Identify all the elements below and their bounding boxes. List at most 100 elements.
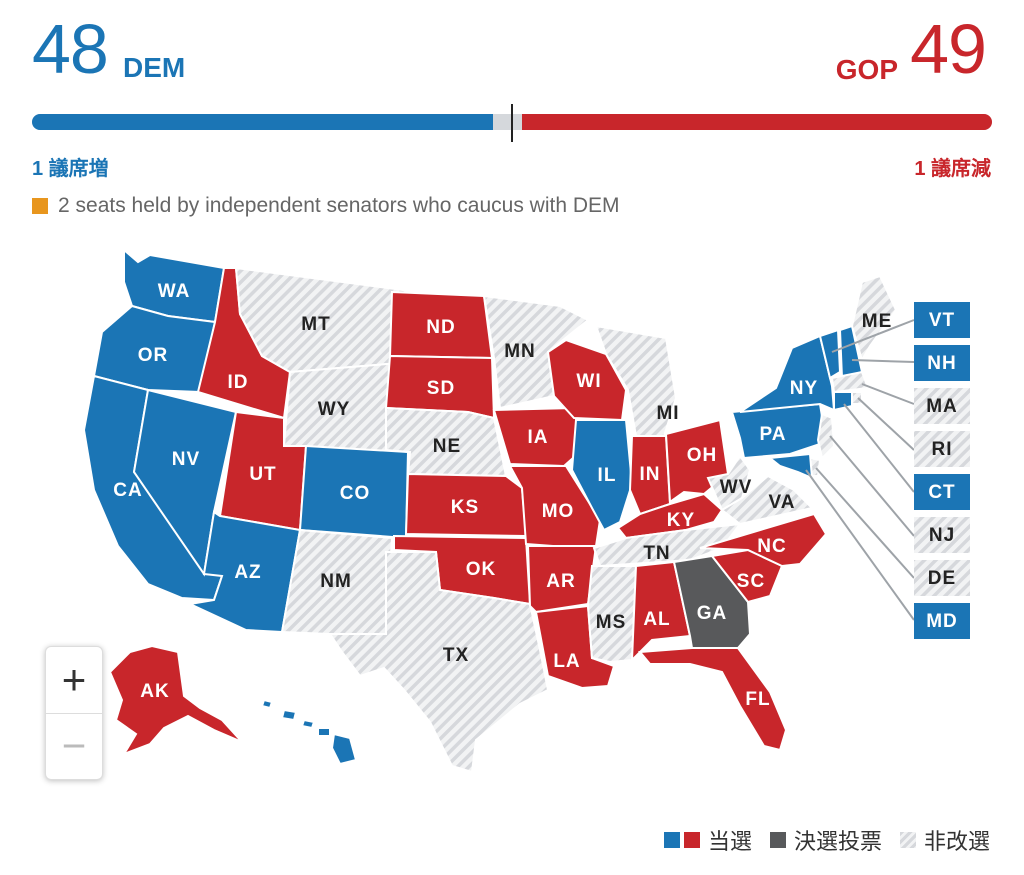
state-label-ne: NE xyxy=(433,436,461,457)
tag-label-md: MD xyxy=(926,611,958,632)
state-vt[interactable] xyxy=(818,328,842,380)
state-label-mn: MN xyxy=(504,341,536,362)
state-or[interactable] xyxy=(92,304,217,394)
dem-seat-change: 1 議席増 xyxy=(32,158,109,180)
state-hi[interactable] xyxy=(260,698,358,766)
state-label-nm: NM xyxy=(320,571,352,592)
legend-won-label: 当選 xyxy=(707,829,752,854)
tag-box-ct[interactable] xyxy=(914,474,970,510)
independent-note: 2 seats held by independent senators who… xyxy=(32,194,620,218)
callout-line-ma xyxy=(861,383,915,405)
zoom-out-button[interactable]: − xyxy=(61,722,87,769)
state-label-va: VA xyxy=(769,492,796,513)
state-label-wi: WI xyxy=(576,371,601,392)
state-sc[interactable] xyxy=(710,548,784,604)
callout-line-ri xyxy=(857,397,915,451)
state-label-sd: SD xyxy=(427,378,455,399)
tag-box-vt[interactable] xyxy=(914,302,970,338)
state-label-al: AL xyxy=(643,609,670,630)
map-legend: 当選 決選投票 非改選 xyxy=(646,824,990,856)
state-label-ca: CA xyxy=(113,480,142,501)
state-label-co: CO xyxy=(340,483,371,504)
callout-line-md xyxy=(805,469,915,621)
state-label-tn: TN xyxy=(643,543,670,564)
state-md[interactable] xyxy=(767,452,814,480)
state-label-nv: NV xyxy=(172,449,200,470)
tag-label-ct: CT xyxy=(928,482,955,503)
state-ri[interactable] xyxy=(851,391,863,405)
us-senate-map: VT NH MA RI CT NJ DE MD WA OR CA NV ID M… xyxy=(82,247,970,774)
state-label-ga: GA xyxy=(697,603,728,624)
state-label-mt: MT xyxy=(301,314,330,335)
gop-seat-bar xyxy=(521,114,992,130)
state-ct[interactable] xyxy=(833,391,853,412)
legend-not-up-swatch xyxy=(899,832,916,848)
tag-label-nj: NJ xyxy=(929,525,955,546)
state-il[interactable] xyxy=(570,419,634,532)
tag-box-de[interactable] xyxy=(914,560,970,596)
state-ak[interactable] xyxy=(108,644,243,756)
tag-box-nj[interactable] xyxy=(914,517,970,553)
state-wi[interactable] xyxy=(546,338,628,422)
dem-party-label: DEM xyxy=(123,52,186,83)
state-al[interactable] xyxy=(630,560,692,663)
majority-midline xyxy=(511,104,513,142)
legend-dem-swatch xyxy=(663,832,680,848)
state-label-ar: AR xyxy=(546,571,575,592)
state-tx[interactable] xyxy=(328,551,550,774)
dem-seat-bar xyxy=(32,114,493,130)
state-label-in: IN xyxy=(640,464,661,485)
state-label-id: ID xyxy=(228,372,249,393)
state-label-pa: PA xyxy=(760,424,787,445)
gop-seat-change: 1 議席減 xyxy=(914,158,991,180)
legend-not-up: 非改選 xyxy=(899,824,990,856)
state-label-ia: IA xyxy=(528,427,549,448)
state-label-ms: MS xyxy=(596,612,627,633)
callout-line-vt xyxy=(831,319,915,353)
legend-runoff-swatch xyxy=(769,832,786,848)
state-fl[interactable] xyxy=(637,647,788,752)
tag-label-ri: RI xyxy=(932,439,953,460)
state-nj[interactable] xyxy=(816,412,836,460)
state-nc[interactable] xyxy=(699,512,828,568)
tag-label-ma: MA xyxy=(926,396,958,417)
tag-label-vt: VT xyxy=(929,310,955,331)
state-label-hi: HI xyxy=(286,743,307,764)
state-label-ok: OK xyxy=(466,559,497,580)
tag-box-md[interactable] xyxy=(914,603,970,639)
state-label-ny: NY xyxy=(790,378,818,399)
tag-box-nh[interactable] xyxy=(914,345,970,381)
state-label-ky: KY xyxy=(667,510,695,531)
state-label-wv: WV xyxy=(720,477,753,498)
tag-label-de: DE xyxy=(928,568,956,589)
independent-swatch xyxy=(32,198,48,214)
zoom-control: + − xyxy=(45,646,103,780)
legend-not-up-label: 非改選 xyxy=(923,829,990,854)
state-label-nd: ND xyxy=(426,317,455,338)
callout-line-de xyxy=(815,467,915,579)
state-label-me: ME xyxy=(862,311,893,332)
state-label-ks: KS xyxy=(451,497,479,518)
state-label-tx: TX xyxy=(443,645,469,666)
state-label-nc: NC xyxy=(757,536,786,557)
callout-line-nh xyxy=(851,359,915,363)
state-label-ak: AK xyxy=(140,681,169,702)
legend-won: 当選 xyxy=(663,824,752,856)
tag-box-ri[interactable] xyxy=(914,431,970,467)
state-label-mi: MI xyxy=(656,403,679,424)
tag-label-nh: NH xyxy=(927,353,956,374)
zoom-in-button[interactable]: + xyxy=(46,647,102,714)
state-label-or: OR xyxy=(138,345,169,366)
tag-box-ma[interactable] xyxy=(914,388,970,424)
state-label-oh: OH xyxy=(687,445,718,466)
dem-seat-count: 48 xyxy=(32,10,109,88)
callout-line-nj xyxy=(829,435,915,537)
state-label-az: AZ xyxy=(234,562,261,583)
state-va[interactable] xyxy=(720,474,814,526)
state-label-sc: SC xyxy=(737,571,765,592)
gop-party-label: GOP xyxy=(835,54,898,85)
state-ny[interactable] xyxy=(739,334,836,413)
callout-line-ct xyxy=(843,403,915,493)
state-ma[interactable] xyxy=(830,370,870,394)
legend-gop-swatch xyxy=(683,832,700,848)
